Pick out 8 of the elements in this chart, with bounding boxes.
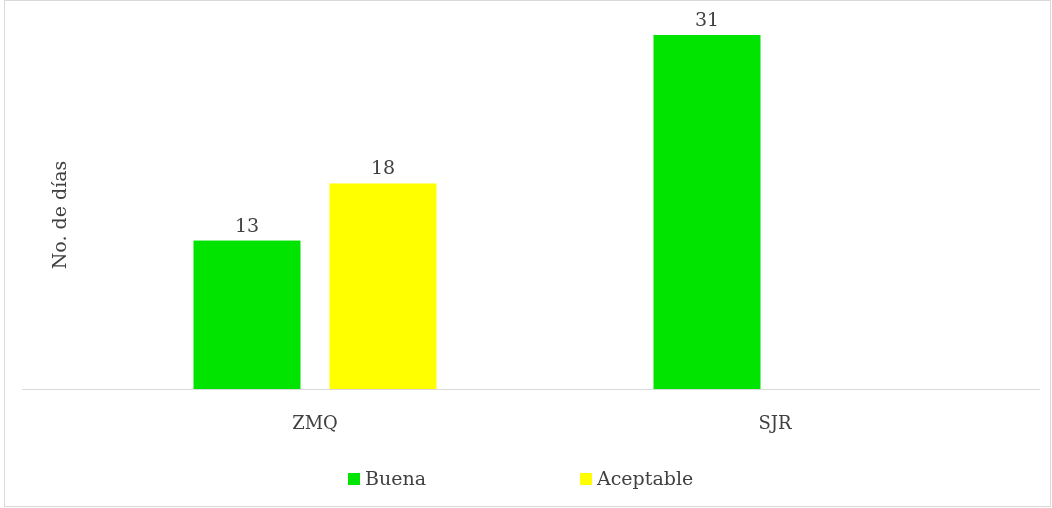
data-label: 18 (370, 156, 396, 179)
x-tick-label: ZMQ (292, 412, 338, 433)
legend-label: Buena (365, 467, 427, 489)
data-label: 13 (234, 213, 260, 236)
x-tick-label: SJR (758, 412, 792, 433)
data-label: 31 (694, 8, 720, 30)
y-axis-title: No. de días (48, 160, 70, 270)
legend-label: Aceptable (596, 467, 694, 489)
